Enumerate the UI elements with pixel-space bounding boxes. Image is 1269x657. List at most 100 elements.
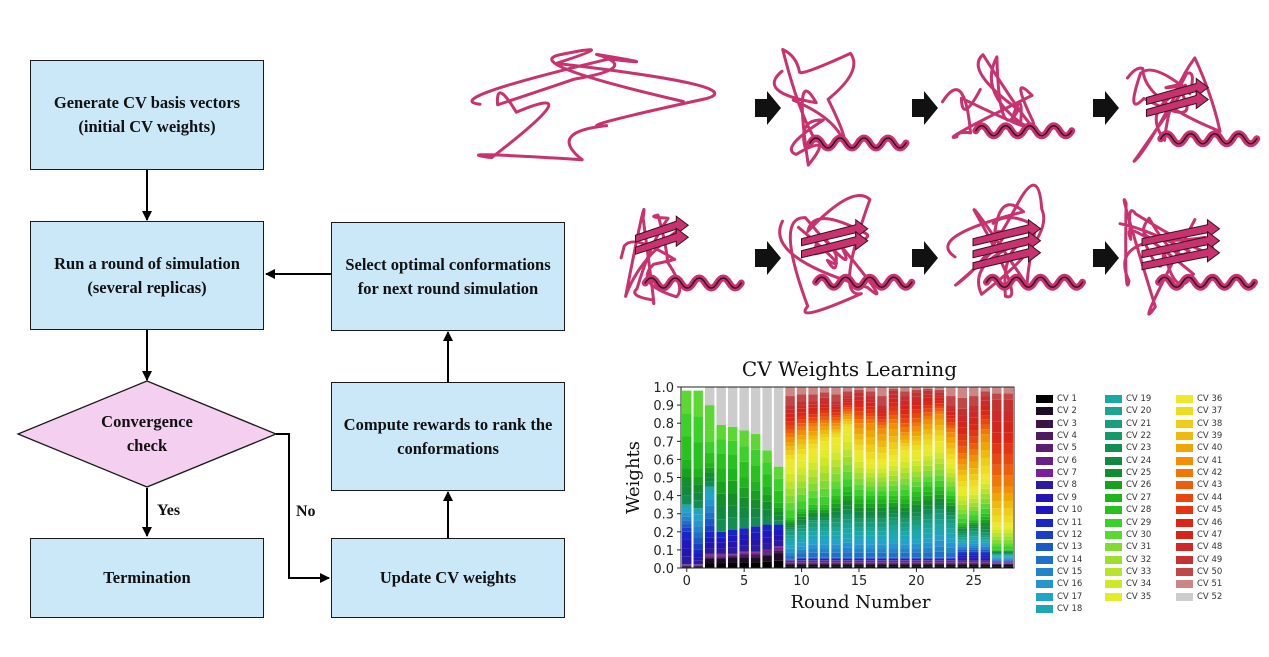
bar-segment bbox=[923, 563, 933, 565]
bar-segment bbox=[716, 548, 726, 554]
y-tick-label: 0.2 bbox=[653, 526, 674, 541]
bar-segment bbox=[693, 557, 703, 561]
protein-beta-strand bbox=[972, 218, 1042, 247]
bar-segment bbox=[796, 560, 807, 562]
bar-segment bbox=[946, 448, 956, 454]
bar-segment bbox=[831, 557, 841, 558]
bar-segment bbox=[796, 387, 807, 395]
protein-beta-strand bbox=[801, 218, 869, 247]
bar-segment bbox=[980, 457, 991, 466]
bar-segment bbox=[705, 553, 715, 555]
bar-segment bbox=[900, 409, 910, 415]
bar-segment bbox=[716, 556, 726, 558]
protein-frame bbox=[619, 207, 745, 306]
bar-segment bbox=[957, 557, 968, 559]
bar-segment bbox=[819, 423, 830, 427]
bar-segment bbox=[739, 556, 749, 558]
bar-segment bbox=[934, 406, 945, 409]
bar-segment bbox=[854, 544, 864, 549]
bar-segment bbox=[716, 493, 726, 507]
bar-segment bbox=[727, 505, 738, 518]
bar-segment bbox=[911, 396, 922, 402]
bar-segment bbox=[888, 559, 899, 561]
bar-segment bbox=[842, 505, 853, 510]
bar-segment bbox=[854, 450, 864, 457]
bar-segment bbox=[750, 490, 761, 500]
bar-segment bbox=[682, 468, 692, 478]
bar-segment bbox=[796, 449, 807, 454]
protein-helix-edge bbox=[809, 137, 907, 149]
bar-segment bbox=[1003, 551, 1013, 553]
legend-entry: CV 52 bbox=[1176, 591, 1222, 603]
bar-segment bbox=[842, 495, 853, 501]
bar-segment bbox=[934, 566, 945, 568]
bar-segment bbox=[934, 397, 945, 401]
bar-segment bbox=[900, 561, 910, 563]
legend-label: CV 14 bbox=[1057, 554, 1083, 565]
bar-segment bbox=[934, 557, 945, 558]
bar-segment bbox=[992, 551, 1002, 553]
bar-segment bbox=[980, 483, 991, 489]
bar-segment bbox=[946, 512, 956, 516]
bar-segment bbox=[796, 557, 807, 558]
bar-segment bbox=[911, 560, 922, 562]
legend-label: CV 44 bbox=[1197, 492, 1223, 503]
legend-swatch bbox=[1036, 419, 1053, 428]
bar-segment bbox=[969, 555, 979, 558]
protein-beta-strand bbox=[1146, 77, 1210, 106]
y-tick-label: 0.1 bbox=[653, 544, 674, 559]
legend-entry: CV 12 bbox=[1036, 529, 1082, 541]
bar-segment bbox=[854, 434, 864, 440]
bar-segment bbox=[1003, 399, 1013, 411]
bar-segment bbox=[808, 404, 818, 408]
bar-segment bbox=[900, 544, 910, 549]
bar-segment bbox=[865, 558, 876, 560]
bar-segment bbox=[980, 555, 991, 558]
legend-swatch bbox=[1105, 567, 1122, 576]
bar-segment bbox=[705, 463, 715, 468]
bar-segment bbox=[831, 563, 841, 565]
bar-segment bbox=[762, 494, 772, 502]
bar-segment bbox=[796, 528, 807, 532]
bar-segment bbox=[796, 405, 807, 409]
bar-segment bbox=[946, 559, 956, 561]
bar-segment bbox=[785, 523, 795, 526]
bar-segment bbox=[842, 509, 853, 515]
bar-segment bbox=[865, 409, 876, 414]
bar-segment bbox=[865, 560, 876, 561]
bar-segment bbox=[854, 389, 864, 393]
bar-segment bbox=[980, 503, 991, 509]
bar-segment bbox=[762, 501, 772, 510]
node-select: Select optimal conformations for next ro… bbox=[331, 222, 565, 331]
bar-segment bbox=[808, 462, 818, 470]
bar-segment bbox=[819, 535, 830, 540]
bar-segment bbox=[865, 507, 876, 512]
bar-segment bbox=[900, 467, 910, 473]
bar-segment bbox=[727, 480, 738, 494]
bar-segment bbox=[946, 542, 956, 548]
bar-segment bbox=[992, 549, 1002, 551]
legend-entry: CV 33 bbox=[1105, 566, 1151, 578]
bar-segment bbox=[854, 503, 864, 508]
bar-segment bbox=[831, 466, 841, 474]
bar-segment bbox=[877, 561, 887, 563]
bar-segment bbox=[957, 549, 968, 552]
bar-segment bbox=[980, 473, 991, 479]
bar-segment bbox=[923, 523, 933, 529]
bar-segment bbox=[888, 564, 899, 567]
bar-segment bbox=[1003, 515, 1013, 523]
bar-segment bbox=[854, 461, 864, 468]
bar-segment bbox=[831, 560, 841, 562]
bar-segment bbox=[957, 500, 968, 505]
bar-segment bbox=[969, 396, 979, 406]
legend-swatch bbox=[1176, 444, 1193, 453]
protein-beta-strand bbox=[1141, 242, 1221, 271]
bar-segment bbox=[923, 424, 933, 430]
bar-segment bbox=[785, 561, 795, 563]
bar-segment bbox=[808, 535, 818, 540]
bar-segment bbox=[808, 560, 818, 561]
bar-segment bbox=[957, 504, 968, 510]
bar-segment bbox=[750, 554, 761, 557]
bar-segment bbox=[900, 495, 910, 500]
bar-segment bbox=[842, 424, 853, 427]
